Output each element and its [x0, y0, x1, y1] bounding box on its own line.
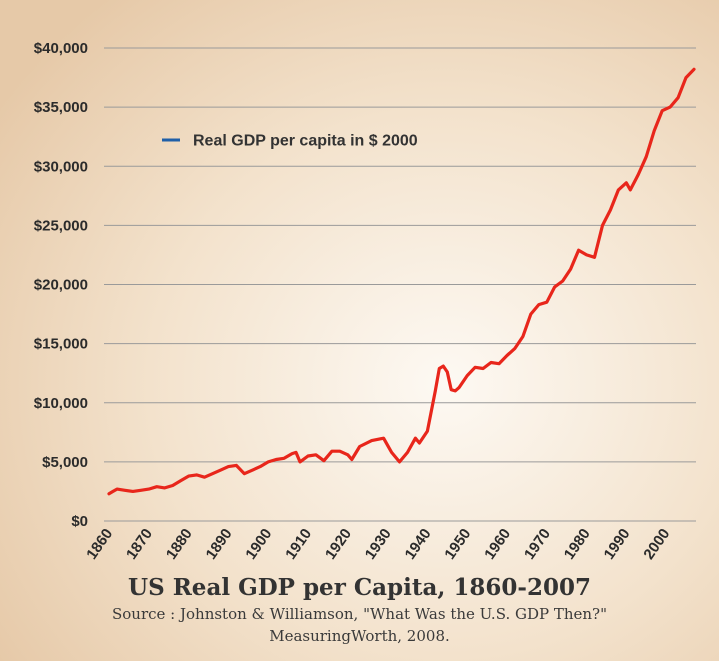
y-tick-label: $40,000 — [34, 40, 88, 57]
y-tick-label: $15,000 — [34, 336, 88, 353]
chart-source-line-2: MeasuringWorth, 2008. — [269, 627, 450, 645]
y-tick-label: $30,000 — [34, 158, 88, 175]
legend-label: Real GDP per capita in $ 2000 — [193, 133, 418, 150]
series-line-0 — [107, 67, 696, 496]
chart-source-line-1: Source : Johnston & Williamson, "What Wa… — [111, 605, 607, 623]
caption: US Real GDP per Capita, 1860-2007 Source… — [0, 574, 719, 646]
chart-title: US Real GDP per Capita, 1860-2007 — [128, 574, 591, 601]
y-tick-label: $5,000 — [42, 454, 88, 471]
y-tick-label: $20,000 — [34, 277, 88, 294]
y-axis-ticks: $0 $5,000 $10,000 $15,000 $20,000 $25,000 $30,… — [34, 40, 88, 530]
grid — [104, 47, 696, 522]
y-tick-label: $25,000 — [34, 217, 88, 234]
y-tick-label: $0 — [71, 513, 88, 530]
legend: Real GDP per capita in $ 2000 — [162, 133, 418, 150]
plot-area — [107, 67, 696, 496]
y-tick-label: $10,000 — [34, 395, 88, 412]
y-tick-label: $35,000 — [34, 99, 88, 116]
